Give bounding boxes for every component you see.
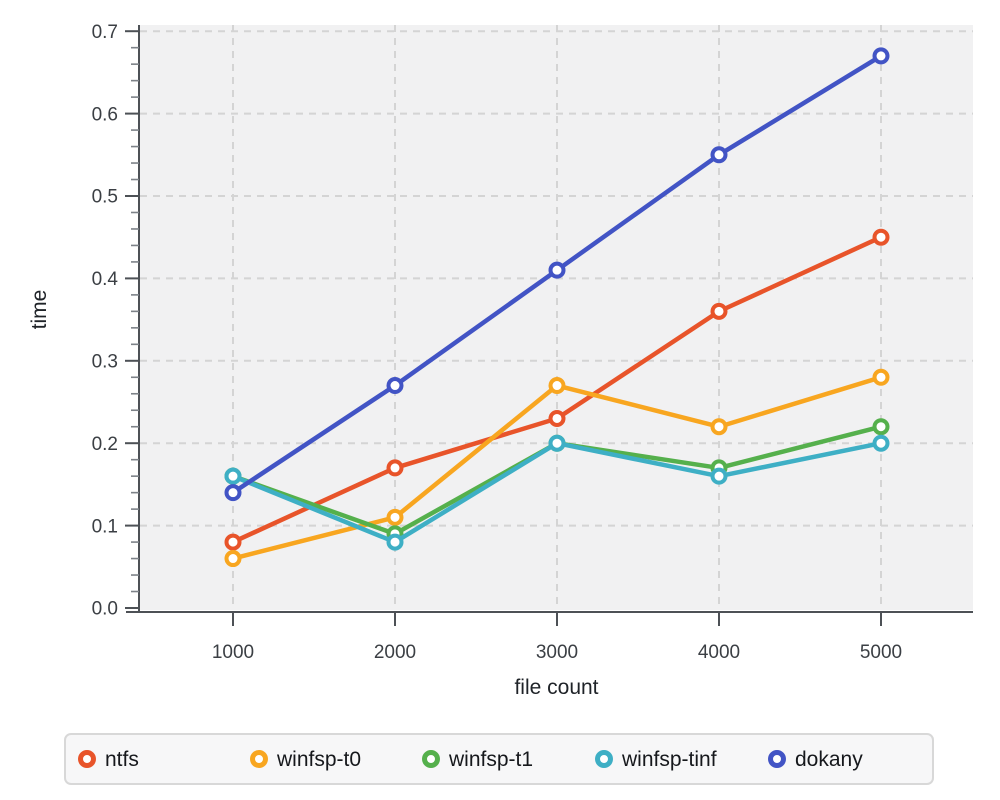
legend-item-winfsp-t0: winfsp-t0 [250,735,361,783]
legend-label: ntfs [105,747,139,771]
y-tick-label: 0.6 [92,104,118,125]
x-tick-label: 4000 [698,642,740,663]
legend-swatch-winfsp-tinf-icon [595,750,613,768]
legend-label: winfsp-t1 [449,747,534,771]
y-tick-label: 0.3 [92,351,118,372]
marker-ntfs [872,228,890,246]
y-tick-label: 0.1 [92,516,118,537]
marker-winfsp-t0 [872,368,890,386]
marker-dokany [710,146,728,164]
y-tick-label: 0.5 [92,187,118,208]
marker-winfsp-tinf [710,467,728,485]
marker-dokany [386,377,404,395]
x-tick-label: 5000 [860,642,902,663]
legend-item-ntfs: ntfs [78,735,139,783]
marker-ntfs [548,409,566,427]
marker-winfsp-t0 [386,508,404,526]
legend-item-dokany: dokany [768,735,863,783]
marker-winfsp-t0 [548,377,566,395]
y-tick-label: 0.4 [92,269,119,290]
marker-winfsp-t0 [224,550,242,568]
marker-winfsp-tinf [548,434,566,452]
marker-winfsp-tinf [872,434,890,452]
legend: ntfs winfsp-t0 winfsp-t1 winfsp-tinf dokany [64,733,934,785]
legend-swatch-dokany-icon [768,750,786,768]
y-tick-label: 0.2 [92,434,118,455]
legend-swatch-winfsp-t1-icon [422,750,440,768]
legend-item-winfsp-t1: winfsp-t1 [422,735,533,783]
legend-label: winfsp-tinf [622,747,717,771]
x-tick-label: 1000 [212,642,254,663]
marker-winfsp-tinf [386,533,404,551]
legend-swatch-ntfs-icon [78,750,96,768]
x-axis-title: file count [514,676,598,699]
marker-ntfs [224,533,242,551]
marker-winfsp-t1 [872,418,890,436]
marker-dokany [548,261,566,279]
y-tick-label: 0.7 [92,22,118,43]
marker-dokany [224,484,242,502]
x-tick-label: 2000 [374,642,416,663]
legend-label: dokany [795,747,863,771]
marker-winfsp-tinf [224,467,242,485]
y-axis-title: time [28,290,51,330]
marker-winfsp-t0 [710,418,728,436]
legend-item-winfsp-tinf: winfsp-tinf [595,735,717,783]
x-tick-label: 3000 [536,642,578,663]
marker-ntfs [710,302,728,320]
marker-dokany [872,47,890,65]
legend-swatch-winfsp-t0-icon [250,750,268,768]
marker-ntfs [386,459,404,477]
y-tick-label: 0.0 [92,599,118,620]
legend-label: winfsp-t0 [277,747,362,771]
